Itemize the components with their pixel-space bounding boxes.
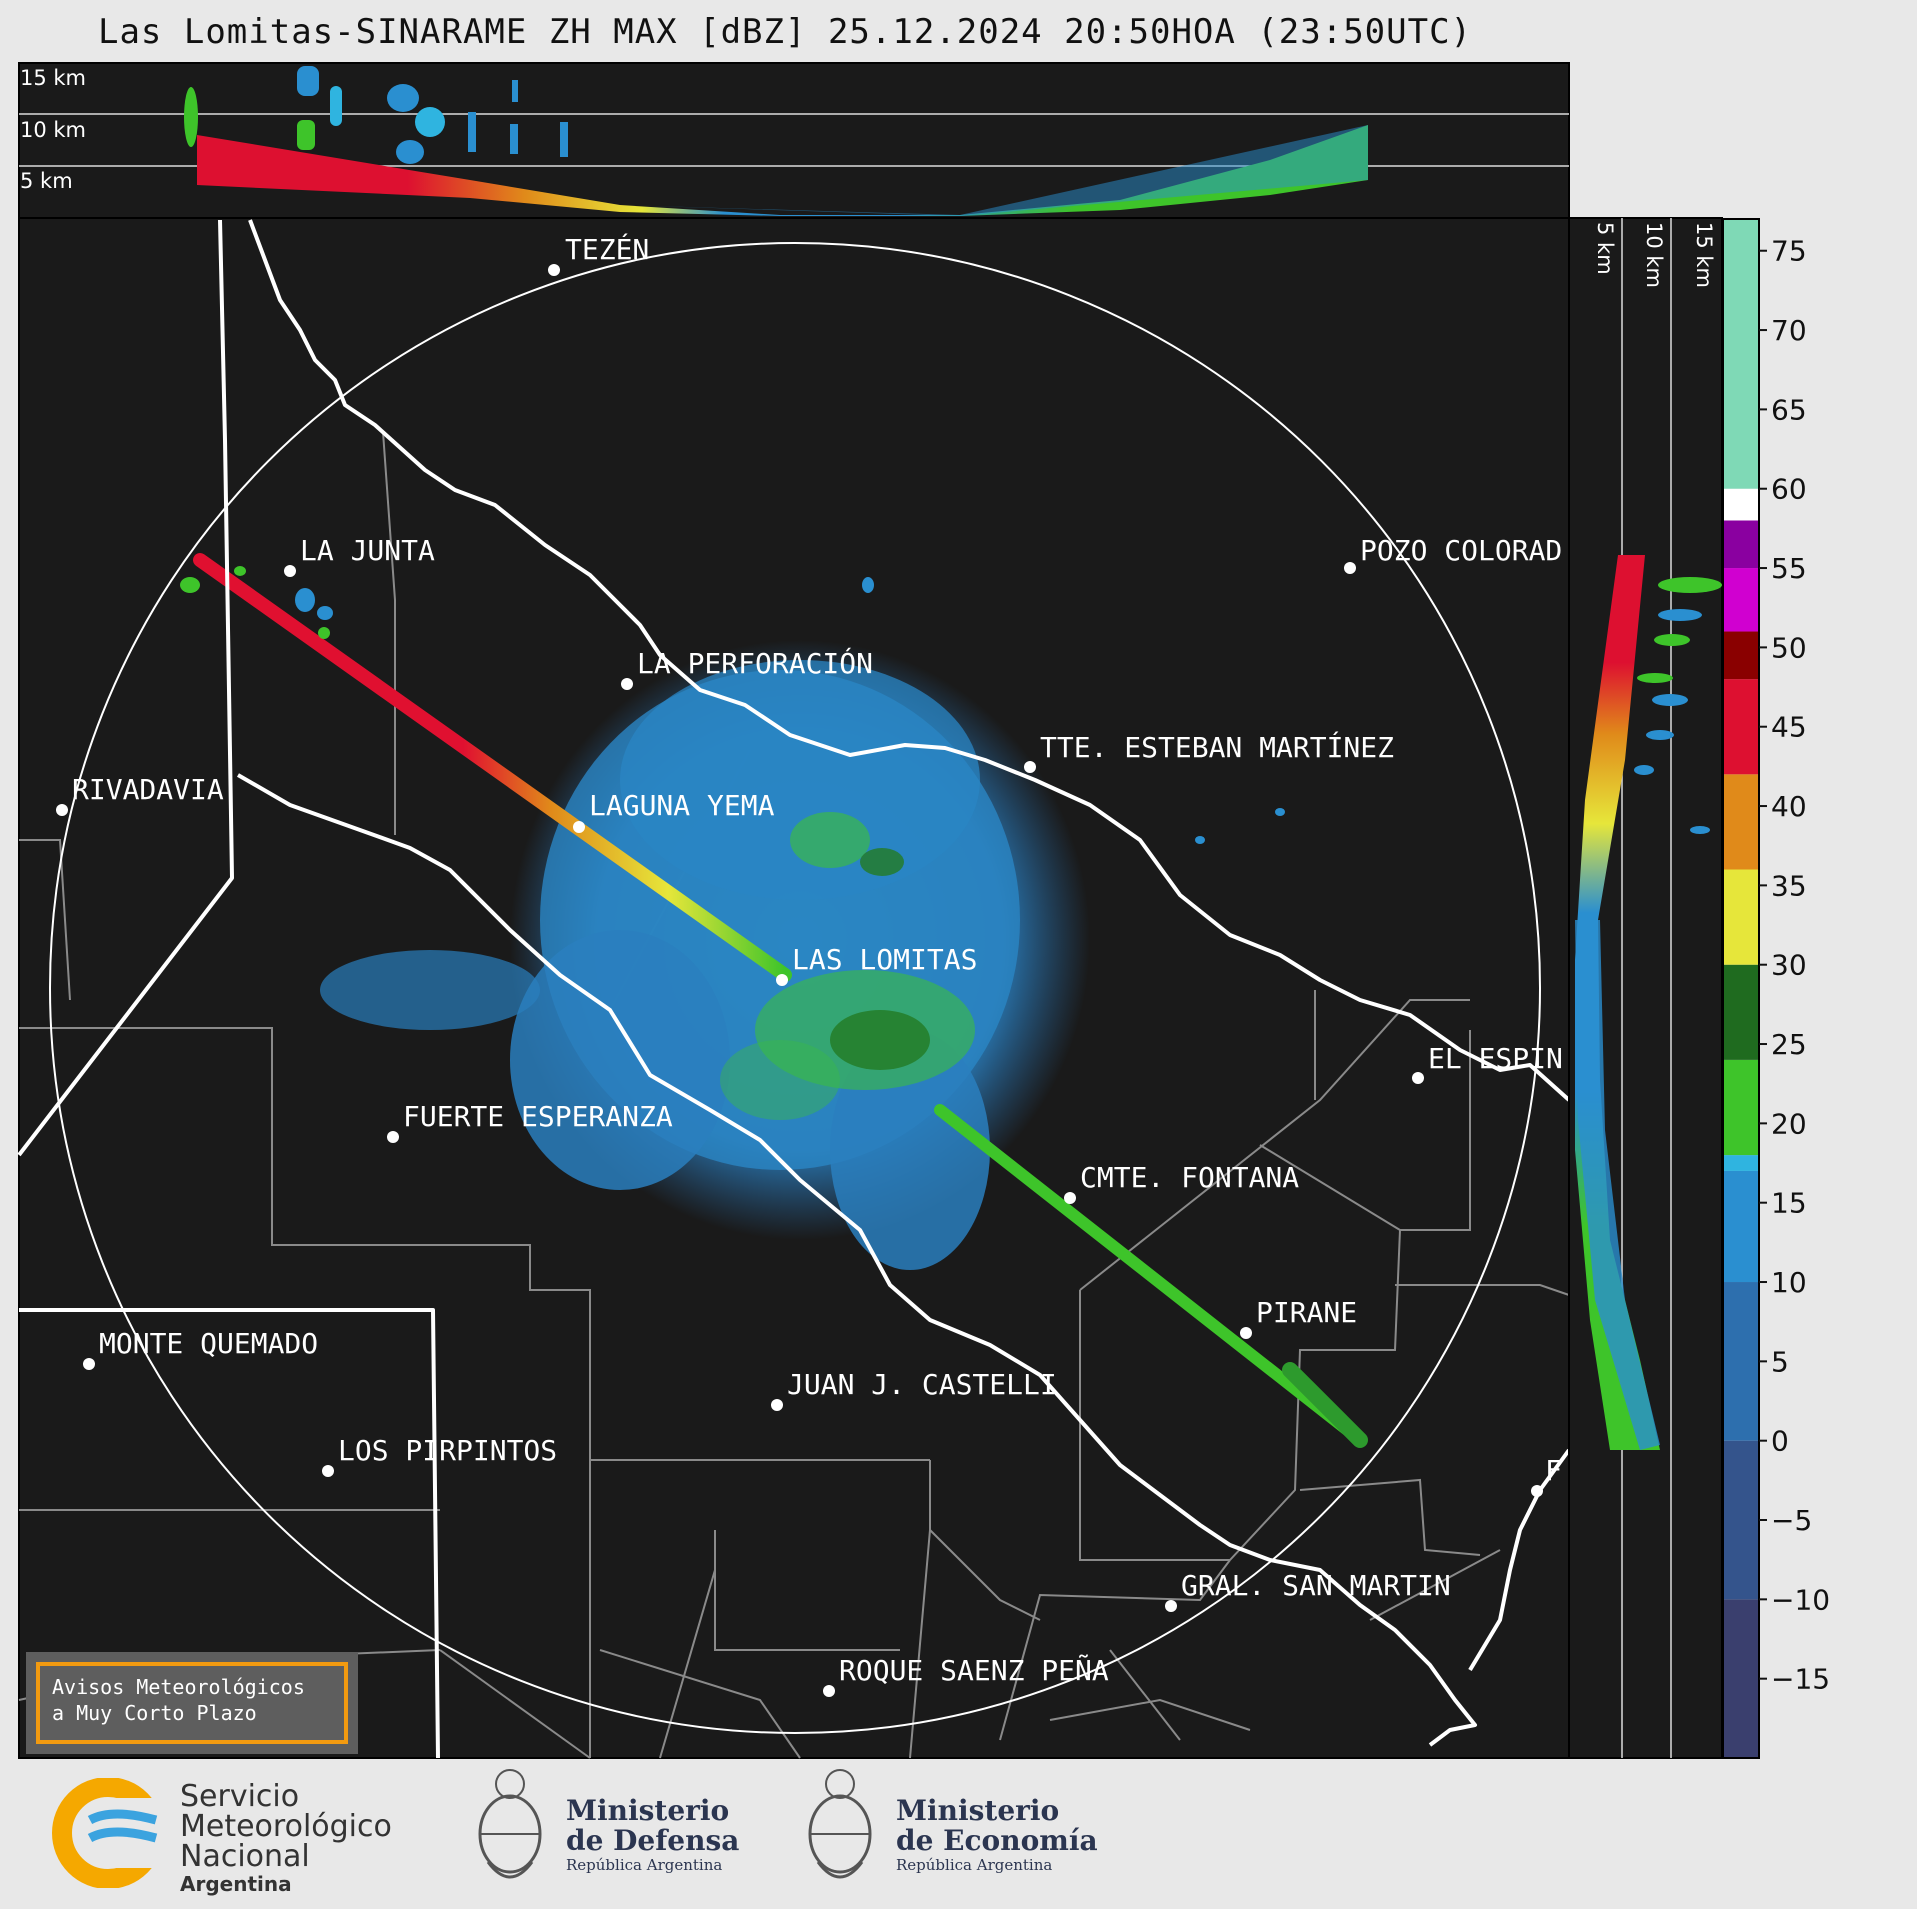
defensa-line2: de Defensa <box>566 1824 740 1857</box>
place-labels: TEZÉN LA JUNTA POZO COLORAD LA PERFORACI… <box>72 232 1563 1687</box>
province-borders <box>18 431 1570 1759</box>
place-label-cmte-fontana: CMTE. FONTANA <box>1080 1161 1299 1194</box>
colorbar-segment <box>1723 568 1759 632</box>
colorbar-tick-label: −5 <box>1771 1504 1812 1537</box>
colorbar-tick-label: 70 <box>1771 314 1807 347</box>
place-label-roque-saenz-pena: ROQUE SAENZ PEÑA <box>839 1653 1109 1687</box>
colorbar-segment <box>1723 1282 1759 1441</box>
top-km-10: 10 km <box>20 118 86 142</box>
place-label-rivadavia: RIVADAVIA <box>72 773 224 806</box>
smn-logo: Servicio Meteorológico Nacional Argentin… <box>50 1778 420 1896</box>
place-label-los-pirpintos: LOS PIRPINTOS <box>338 1434 557 1467</box>
top-height-section: 15 km 10 km 5 km <box>18 62 1570 219</box>
economia-logo: Ministerio de Economía República Argenti… <box>800 1762 1100 1892</box>
colorbar-segment <box>1723 1440 1759 1600</box>
colorbar-tick-label: −15 <box>1771 1663 1830 1696</box>
side-height-section: 5 km 10 km 15 km <box>1568 217 1723 1759</box>
radar-map: TEZÉN LA JUNTA POZO COLORAD LA PERFORACI… <box>17 217 1571 1759</box>
coat-of-arms-icon <box>808 1769 872 1879</box>
defensa-line1: Ministerio <box>566 1794 730 1827</box>
defensa-logo: Ministerio de Defensa República Argentin… <box>470 1762 770 1892</box>
defensa-sub: República Argentina <box>566 1856 723 1874</box>
colorbar-segment <box>1723 1059 1759 1156</box>
colorbar-segments <box>1723 219 1759 1758</box>
economia-sub: República Argentina <box>896 1856 1053 1874</box>
place-label-monte-quemado: MONTE QUEMADO <box>99 1327 318 1360</box>
coat-of-arms-icon <box>478 1769 542 1879</box>
place-label-juan-j-castelli: JUAN J. CASTELLI <box>787 1368 1057 1401</box>
colorbar-tick-label: 65 <box>1771 393 1807 426</box>
colorbar-segment <box>1723 964 1759 1060</box>
page-title: Las Lomitas-SINARAME ZH MAX [dBZ] 25.12.… <box>97 12 1473 52</box>
colorbar-tick-label: 30 <box>1771 949 1807 982</box>
economia-line1: Ministerio <box>896 1794 1060 1827</box>
colorbar-tick-label: 15 <box>1771 1187 1807 1220</box>
colorbar-segment <box>1723 219 1759 489</box>
place-label-la-junta: LA JUNTA <box>300 534 435 567</box>
smn-line1: Servicio <box>180 1779 300 1814</box>
colorbar-tick-label: 55 <box>1771 552 1807 585</box>
colorbar-tick-label: 60 <box>1771 473 1807 506</box>
smn-emblem-icon <box>52 1778 168 1888</box>
place-markers <box>56 264 1543 1697</box>
place-label-el-espin: EL ESPIN <box>1428 1042 1563 1075</box>
place-label-pozo-colorado: POZO COLORAD <box>1360 534 1562 567</box>
colorbar-segment <box>1723 1599 1759 1758</box>
radial-rays <box>180 553 1368 1448</box>
side-km-15: 15 km <box>1692 222 1716 288</box>
smn-line2: Meteorológico <box>180 1809 392 1844</box>
colorbar-tick-label: 75 <box>1771 235 1807 268</box>
place-label-tte-esteban-martinez: TTE. ESTEBAN MARTÍNEZ <box>1040 730 1394 764</box>
colorbar-segment <box>1723 488 1759 521</box>
colorbar-tick-label: 25 <box>1771 1028 1807 1061</box>
top-km-15: 15 km <box>20 66 86 90</box>
colorbar-segment <box>1723 679 1759 775</box>
place-label-laguna-yema: LAGUNA YEMA <box>589 789 775 822</box>
colorbar-tick-label: 35 <box>1771 869 1807 902</box>
smn-sub: Argentina <box>180 1872 292 1896</box>
place-label-gral-san-martin: GRAL. SAN MARTIN <box>1181 1569 1451 1602</box>
colorbar-segment <box>1723 631 1759 680</box>
colorbar-tick-label: 20 <box>1771 1107 1807 1140</box>
colorbar-tick-label: 45 <box>1771 711 1807 744</box>
place-label-tezen: TEZÉN <box>565 232 649 266</box>
place-label-la-perforacion: LA PERFORACIÓN <box>637 646 873 680</box>
place-label-fuerte-esperanza: FUERTE ESPERANZA <box>403 1100 673 1133</box>
colorbar-tick-label: 40 <box>1771 790 1807 823</box>
side-km-5: 5 km <box>1593 222 1617 275</box>
radar-range-ring <box>49 242 1541 1734</box>
top-km-5: 5 km <box>20 169 73 193</box>
place-label-las-lomitas: LAS LOMITAS <box>792 943 977 976</box>
colorbar-tick-label: 5 <box>1771 1345 1789 1378</box>
colorbar-tick-label: −10 <box>1771 1583 1830 1616</box>
colorbar-tick-label: 50 <box>1771 631 1807 664</box>
avisos-box: Avisos Meteorológicos a Muy Corto Plazo <box>26 1652 358 1754</box>
colorbar-segment <box>1723 520 1759 569</box>
colorbar-tick-label: 10 <box>1771 1266 1807 1299</box>
colorbar-segment <box>1723 869 1759 965</box>
economia-line2: de Economía <box>896 1824 1098 1857</box>
place-label-f: F <box>1545 1454 1562 1487</box>
echoes <box>320 640 1090 1270</box>
avisos-line1: Avisos Meteorológicos <box>52 1675 305 1699</box>
side-km-10: 10 km <box>1642 222 1666 288</box>
avisos-line2: a Muy Corto Plazo <box>52 1701 257 1725</box>
colorbar-segment <box>1723 774 1759 870</box>
smn-line3: Nacional <box>180 1839 310 1874</box>
colorbar-segment <box>1723 1170 1759 1283</box>
rivers <box>17 219 1571 1759</box>
colorbar-tick-label: 0 <box>1771 1425 1789 1458</box>
colorbar-segment <box>1723 1155 1759 1171</box>
place-label-pirane: PIRANE <box>1256 1296 1357 1329</box>
